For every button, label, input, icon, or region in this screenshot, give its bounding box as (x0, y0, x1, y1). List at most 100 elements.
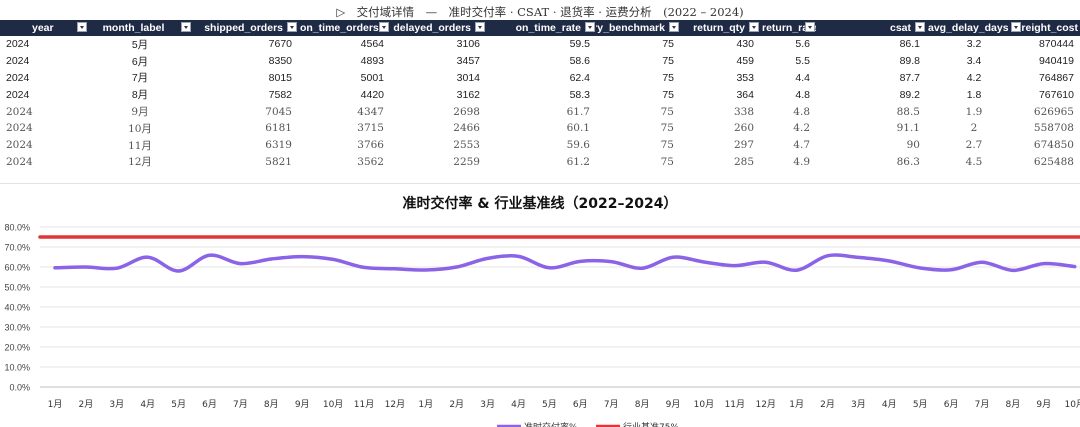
table-cell-month-label[interactable]: 10月 (128, 122, 152, 135)
table-cell-on-time-rate[interactable]: 61.2 (566, 155, 590, 168)
table-cell-return-qty[interactable]: 285 (733, 155, 754, 168)
table-cell-delayed-orders[interactable]: 2259 (453, 155, 480, 168)
table-cell-avg-delay-days[interactable]: 1.9 (965, 105, 983, 118)
table-cell-industry-benchmark[interactable]: 75 (662, 55, 674, 68)
table-cell-return-rate[interactable]: 4.9 (793, 155, 810, 168)
table-cell-year[interactable]: 2024 (6, 139, 33, 152)
table-cell-return-qty[interactable]: 353 (736, 71, 754, 84)
table-cell-csat[interactable]: 90 (906, 139, 920, 152)
table-cell-return-qty[interactable]: 297 (733, 139, 754, 152)
table-cell-return-qty[interactable]: 364 (736, 88, 754, 101)
filter-dropdown-icon[interactable] (1011, 22, 1021, 32)
table-cell-avg-delay-days[interactable]: 2.7 (965, 139, 983, 152)
table-cell-return-rate[interactable]: 4.8 (793, 105, 810, 118)
table-cell-csat[interactable]: 87.7 (899, 71, 920, 84)
table-cell-csat[interactable]: 86.3 (896, 155, 920, 168)
table-cell-return-rate[interactable]: 4.8 (795, 88, 810, 101)
table-cell-on-time-rate[interactable]: 59.5 (569, 38, 590, 51)
table-cell-avg-delay-days[interactable]: 3.4 (966, 55, 982, 68)
table-cell-shipped-orders[interactable]: 8015 (268, 71, 292, 84)
table-cell-month-label[interactable]: 6月 (131, 55, 149, 68)
filter-dropdown-icon[interactable] (379, 22, 389, 32)
table-cell-year[interactable]: 2024 (6, 105, 33, 118)
table-cell-return-rate[interactable]: 5.6 (795, 38, 810, 51)
col-header-industry-benchmark[interactable]: industry_benchmark (596, 20, 680, 36)
table-cell-on-time-orders[interactable]: 5001 (360, 71, 384, 84)
table-cell-csat[interactable]: 89.2 (899, 88, 920, 101)
table-cell-on-time-orders[interactable]: 3766 (357, 139, 384, 152)
table-cell-month-label[interactable]: 8月 (131, 89, 149, 102)
table-cell-csat[interactable]: 91.1 (896, 122, 920, 135)
table-cell-month-label[interactable]: 7月 (131, 72, 149, 85)
col-header-delayed-orders[interactable]: delayed_orders (390, 20, 486, 36)
filter-dropdown-icon[interactable] (287, 22, 297, 32)
table-cell-return-rate[interactable]: 4.7 (793, 139, 810, 152)
col-header-freight-cost[interactable]: freight_cost (1022, 20, 1080, 36)
table-cell-shipped-orders[interactable]: 6181 (265, 122, 292, 135)
table-cell-return-qty[interactable]: 260 (733, 122, 754, 135)
col-header-return-rate[interactable]: return_rate (760, 20, 816, 36)
col-header-avg-delay-days[interactable]: avg_delay_days (926, 20, 1022, 36)
col-header-year[interactable]: year (0, 20, 88, 36)
table-cell-freight-cost[interactable]: 870444 (1038, 38, 1074, 51)
table-cell-on-time-orders[interactable]: 4420 (360, 88, 384, 101)
table-cell-on-time-orders[interactable]: 3715 (357, 122, 384, 135)
filter-dropdown-icon[interactable] (915, 22, 925, 32)
table-cell-year[interactable]: 2024 (6, 71, 30, 84)
table-cell-on-time-rate[interactable]: 61.7 (566, 105, 590, 118)
table-cell-industry-benchmark[interactable]: 75 (662, 88, 674, 101)
col-header-on-time-orders[interactable]: on_time_orders (298, 20, 390, 36)
table-cell-csat[interactable]: 88.5 (896, 105, 920, 118)
table-cell-month-label[interactable]: 11月 (128, 139, 152, 152)
table-cell-industry-benchmark[interactable]: 75 (660, 122, 674, 135)
table-cell-month-label[interactable]: 12月 (128, 156, 152, 169)
table-cell-csat[interactable]: 89.8 (899, 55, 920, 68)
table-cell-freight-cost[interactable]: 767610 (1038, 88, 1074, 101)
table-cell-industry-benchmark[interactable]: 75 (660, 105, 674, 118)
table-cell-avg-delay-days[interactable]: 4.5 (965, 155, 983, 168)
table-cell-shipped-orders[interactable]: 7670 (268, 38, 292, 51)
table-cell-shipped-orders[interactable]: 8350 (268, 55, 292, 68)
table-cell-month-label[interactable]: 9月 (131, 106, 149, 119)
table-cell-industry-benchmark[interactable]: 75 (660, 155, 674, 168)
table-cell-avg-delay-days[interactable]: 2 (970, 122, 978, 135)
table-cell-freight-cost[interactable]: 625488 (1033, 155, 1074, 168)
table-cell-shipped-orders[interactable]: 5821 (265, 155, 292, 168)
table-cell-shipped-orders[interactable]: 7045 (265, 105, 292, 118)
table-cell-year[interactable]: 2024 (6, 38, 30, 51)
col-header-on-time-rate[interactable]: on_time_rate (486, 20, 596, 36)
table-cell-on-time-rate[interactable]: 58.3 (569, 88, 590, 101)
filter-dropdown-icon[interactable] (669, 22, 679, 32)
table-cell-avg-delay-days[interactable]: 1.8 (966, 88, 982, 101)
table-cell-avg-delay-days[interactable]: 3.2 (966, 38, 982, 51)
table-cell-shipped-orders[interactable]: 7582 (268, 88, 292, 101)
table-cell-on-time-rate[interactable]: 59.6 (566, 139, 590, 152)
table-cell-industry-benchmark[interactable]: 75 (662, 38, 674, 51)
filter-dropdown-icon[interactable] (805, 22, 815, 32)
filter-dropdown-icon[interactable] (181, 22, 191, 32)
table-cell-freight-cost[interactable]: 764867 (1038, 71, 1074, 84)
table-cell-shipped-orders[interactable]: 6319 (265, 139, 292, 152)
table-cell-on-time-orders[interactable]: 4564 (360, 38, 384, 51)
filter-dropdown-icon[interactable] (749, 22, 759, 32)
table-cell-delayed-orders[interactable]: 3106 (456, 38, 480, 51)
table-cell-freight-cost[interactable]: 558708 (1033, 122, 1074, 135)
table-cell-month-label[interactable]: 5月 (131, 38, 149, 51)
col-header-return-qty[interactable]: return_qty (680, 20, 760, 36)
table-cell-year[interactable]: 2024 (6, 122, 33, 135)
table-cell-freight-cost[interactable]: 940419 (1038, 55, 1074, 68)
table-cell-year[interactable]: 2024 (6, 155, 33, 168)
table-cell-delayed-orders[interactable]: 2553 (453, 139, 480, 152)
table-cell-delayed-orders[interactable]: 3457 (456, 55, 480, 68)
table-cell-return-rate[interactable]: 4.2 (793, 122, 810, 135)
table-cell-return-qty[interactable]: 430 (736, 38, 754, 51)
filter-dropdown-icon[interactable] (585, 22, 595, 32)
table-cell-on-time-rate[interactable]: 58.6 (569, 55, 590, 68)
table-cell-freight-cost[interactable]: 626965 (1033, 105, 1074, 118)
col-header-month-label[interactable]: month_label (88, 20, 192, 36)
table-cell-return-rate[interactable]: 5.5 (795, 55, 810, 68)
table-cell-return-qty[interactable]: 459 (736, 55, 754, 68)
table-cell-on-time-orders[interactable]: 4347 (357, 105, 384, 118)
filter-dropdown-icon[interactable] (77, 22, 87, 32)
table-cell-on-time-rate[interactable]: 60.1 (566, 122, 590, 135)
